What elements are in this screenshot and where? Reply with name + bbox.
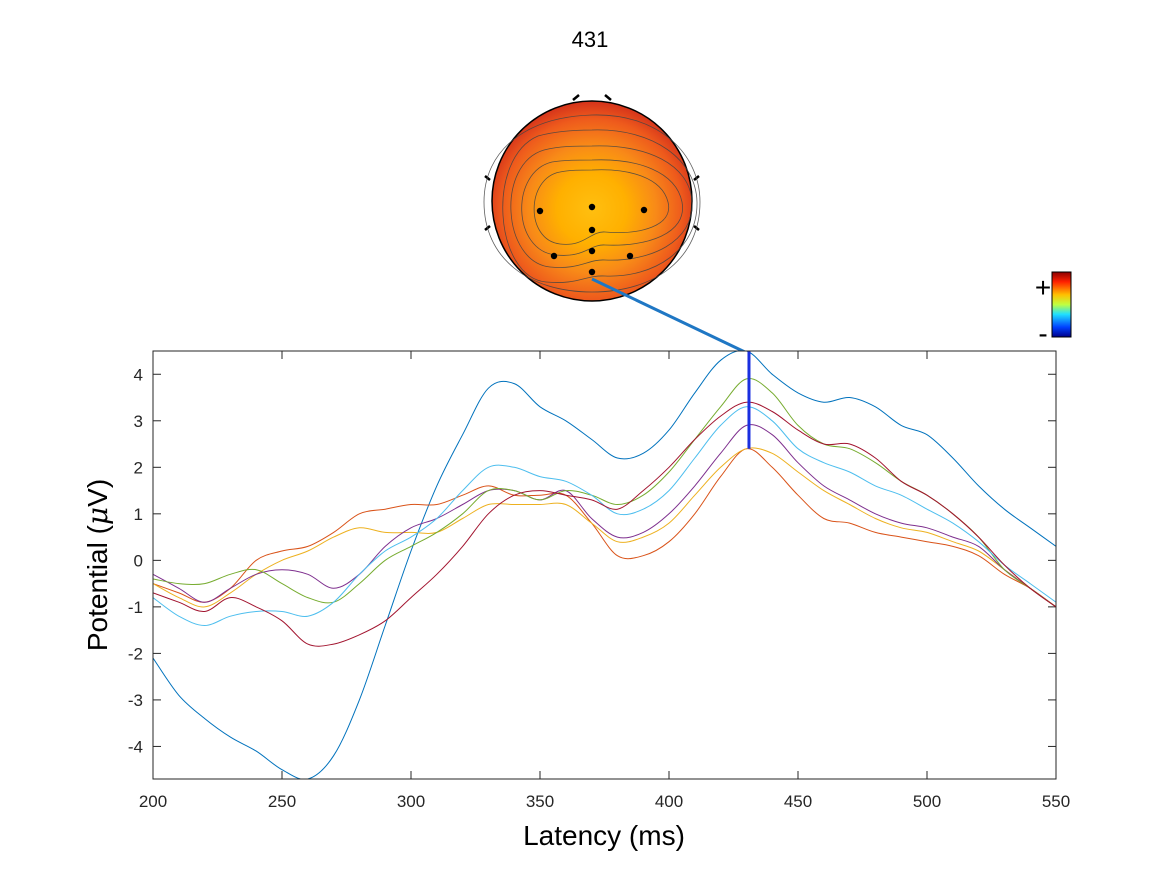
erp-series-line-2	[153, 448, 1056, 608]
colorbar: + -	[1035, 271, 1072, 349]
electrode-markers	[536, 203, 648, 276]
x-tick-label: 350	[526, 792, 554, 811]
x-axis-label: Latency (ms)	[523, 820, 685, 851]
x-tick-label: 500	[913, 792, 941, 811]
y-tick-label: 4	[134, 365, 143, 384]
y-tick-label: 0	[134, 551, 143, 570]
y-tick-label: 2	[134, 458, 143, 477]
y-axis-label-main: Potential (	[82, 524, 113, 651]
x-tick-label: 400	[655, 792, 683, 811]
erp-series-line-7	[153, 401, 1056, 647]
y-tick-label: 1	[134, 505, 143, 524]
y-axis-label-end: V)	[82, 479, 113, 507]
plot-area	[153, 351, 1056, 779]
y-axis-label: Potential (μV)	[81, 479, 114, 651]
plot-frame	[152, 350, 1057, 780]
erp-series-line-4	[153, 424, 1056, 608]
erp-series-line-3	[153, 447, 1056, 608]
colorbar-plus-label: +	[1035, 272, 1051, 303]
y-tick-label: -2	[128, 644, 143, 663]
x-tick-label: 250	[268, 792, 296, 811]
x-tick-label: 200	[139, 792, 167, 811]
figure-title: 431	[572, 27, 609, 52]
y-tick-label: -1	[128, 598, 143, 617]
colorbar-gradient	[1051, 271, 1072, 338]
erp-series-line-1	[153, 351, 1056, 779]
x-tick-label: 550	[1042, 792, 1070, 811]
topography-connector	[591, 277, 748, 355]
y-axis-label-mu: μ	[81, 507, 114, 525]
y-tick-label: 3	[134, 412, 143, 431]
erp-axes: 200 250 300 350 400 450 500 550 -4 -3 -2 -1 0 1 2 3 4	[128, 350, 1070, 811]
y-tick-label: -3	[128, 691, 143, 710]
axis-tick-labels: 200 250 300 350 400 450 500 550 -4 -3 -2 -1 0 1 2 3 4	[128, 365, 1070, 811]
x-tick-label: 450	[784, 792, 812, 811]
colorbar-minus-label: -	[1038, 318, 1047, 349]
contour-lines	[483, 114, 701, 293]
x-tick-label: 300	[397, 792, 425, 811]
scalp-topography	[483, 94, 701, 302]
y-tick-label: -4	[128, 737, 143, 756]
erp-series	[153, 351, 1056, 779]
